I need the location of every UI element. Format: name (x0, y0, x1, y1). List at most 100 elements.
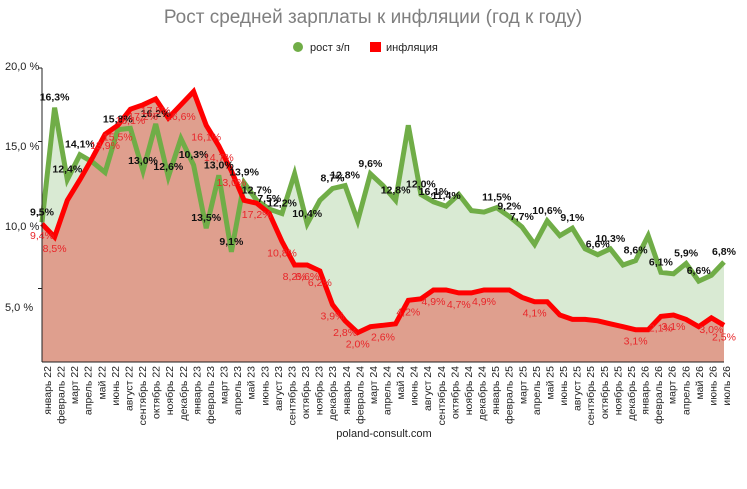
inflation-data-label: 2,6% (371, 331, 395, 343)
wage-data-label: 9,1% (560, 212, 585, 224)
x-tick-label: февраль 22 (56, 366, 68, 424)
x-tick-label: ноябрь 23 (314, 366, 326, 415)
x-tick-label: декабрь 22 (178, 366, 190, 421)
x-tick-label: февраль 23 (205, 366, 217, 424)
inflation-data-label: 10,8% (267, 248, 297, 260)
inflation-data-label: 3,1% (662, 321, 686, 333)
x-tick-label: апрель 25 (531, 366, 543, 415)
inflation-data-label: 13,0% (217, 177, 247, 189)
x-tick-label: октябрь 23 (300, 366, 312, 419)
x-tick-label: июнь 25 (558, 366, 570, 406)
x-tick-label: октябрь 24 (449, 366, 461, 419)
wage-data-label: 12,8% (330, 170, 360, 182)
wage-data-label: 12,6% (153, 161, 183, 173)
inflation-data-label: 8,2% (283, 271, 307, 283)
inflation-area (42, 91, 724, 362)
wage-data-label: 6,1% (649, 256, 674, 268)
wage-data-label: 10,3% (179, 149, 209, 161)
inflation-data-label: 8,5% (43, 243, 67, 255)
legend: рост з/п инфляция (293, 42, 438, 54)
x-tick-label: сентябрь 22 (137, 366, 149, 425)
x-tick-label: август 22 (124, 366, 136, 411)
y-tick-label: 15,0 % (5, 141, 39, 153)
legend-marker-inflation (370, 42, 381, 52)
inflation-line (40, 86, 726, 336)
plot-area (39, 86, 726, 362)
y-tick-label: 10,0 % (5, 221, 39, 233)
wage-data-label: 9,2% (497, 201, 522, 213)
inflation-data-label: 6,2% (308, 277, 332, 289)
inflation-data-label: 2,8% (333, 327, 357, 339)
x-tick-label: апрель 22 (83, 366, 95, 415)
x-tick-label: декабрь 23 (327, 366, 339, 421)
inflation-data-label: 3,0% (699, 324, 723, 336)
legend-marker-wages (293, 42, 303, 52)
x-tick-label: июнь 24 (409, 366, 421, 406)
wage-data-label: 7,5% (257, 193, 282, 205)
wage-data-label: 13,0% (128, 155, 158, 167)
x-tick-label: май 23 (246, 366, 258, 400)
x-tick-label: апрель 26 (680, 366, 692, 415)
inflation-data-label: 16,6% (166, 111, 196, 123)
x-tick-label: январь 23 (191, 366, 203, 415)
inflation-data-label: 17,5% (141, 105, 171, 117)
wage-data-label: 10,6% (532, 205, 562, 217)
x-tick-label: сентябрь 25 (585, 366, 597, 425)
inflation-data-label: 4,7% (447, 299, 471, 311)
x-tick-label: март 25 (517, 366, 529, 404)
wage-data-label: 12,0% (406, 178, 436, 190)
x-tick-label: октябрь 25 (599, 366, 611, 419)
wage-data-label: 11,5% (482, 192, 512, 204)
inflation-data-label: 14,7% (204, 152, 234, 164)
wage-data-label: 13,5% (191, 212, 221, 224)
x-tick-label: январь 22 (42, 366, 54, 415)
x-tick-label: апрель 24 (382, 366, 394, 415)
x-tick-label: июль 26 (721, 366, 733, 406)
x-tick-label: май 26 (694, 366, 706, 400)
inflation-data-label: 13,9% (90, 140, 120, 152)
x-tick-label: март 24 (368, 366, 380, 404)
inflation-data-label: 16,1% (191, 131, 221, 143)
y-axis: 20,0 % 15,0 % 10,0 % 5,0 % (5, 61, 39, 314)
inflation-data-label: 2,5% (712, 331, 736, 343)
x-tick-label: декабрь 25 (626, 366, 638, 421)
wage-data-label: 5,9% (674, 248, 699, 260)
wage-data-label: 10,4% (292, 208, 322, 220)
x-tick-label: август 25 (572, 366, 584, 411)
x-axis: январь 22 февраль 22 март 22 апрель 22 май 2… (38, 67, 733, 425)
wage-data-label: 9,1% (219, 236, 244, 248)
wage-data-label: 16,3% (40, 92, 70, 104)
wage-data-label: 11,4% (431, 190, 461, 202)
x-tick-label: май 25 (545, 366, 557, 400)
x-tick-label: март 22 (69, 366, 81, 404)
wage-data-label: 12,7% (242, 184, 272, 196)
wage-data-label: 12,2% (267, 198, 297, 210)
x-tick-label: ноябрь 22 (164, 366, 176, 415)
x-tick-label: январь 26 (640, 366, 652, 415)
y-tick-label: 20,0 % (5, 61, 39, 73)
x-tick-label: октябрь 22 (151, 366, 163, 419)
x-tick-label: май 24 (395, 366, 407, 400)
wage-data-label: 15,8% (103, 114, 133, 126)
wages-line (39, 107, 726, 285)
wage-data-label: 6,8% (712, 246, 737, 258)
source-credit: poland-consult.com (336, 428, 431, 440)
wage-data-label: 16,2% (141, 108, 171, 120)
y-tick-label: 5,0 % (5, 302, 33, 314)
wage-data-label: 8,7% (321, 173, 346, 185)
x-tick-label: март 26 (667, 366, 679, 404)
wage-data-label: 16,1% (419, 186, 449, 198)
x-tick-label: декабрь 24 (477, 366, 489, 421)
x-tick-label: июнь 26 (707, 366, 719, 406)
wage-data-label: 9,5% (30, 206, 55, 218)
wage-data-label: 7,7% (510, 211, 535, 223)
wage-data-label: 13,9% (229, 167, 259, 179)
legend-label-wages: рост з/п (310, 42, 350, 54)
inflation-data-label: 9,4% (30, 230, 54, 242)
x-tick-label: сентябрь 23 (286, 366, 298, 425)
inflation-data-label: 6,6% (295, 271, 319, 283)
x-tick-label: май 22 (96, 366, 108, 400)
x-tick-label: июнь 22 (110, 366, 122, 406)
x-tick-label: февраль 25 (504, 366, 516, 424)
